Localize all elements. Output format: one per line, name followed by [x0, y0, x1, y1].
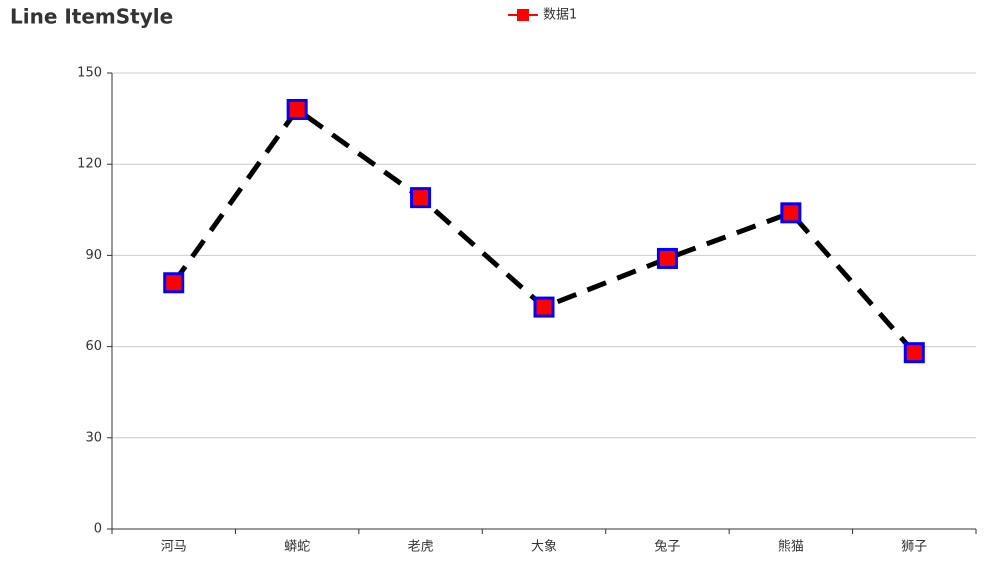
y-tick-label: 30 — [85, 430, 102, 445]
y-tick-label: 150 — [77, 66, 102, 81]
x-tick-label: 兔子 — [654, 540, 680, 555]
y-tick-label: 60 — [85, 339, 102, 354]
y-tick-label: 90 — [85, 248, 102, 263]
legend-icon — [517, 9, 529, 21]
x-tick-label: 熊猫 — [778, 539, 804, 555]
point-marker — [533, 296, 555, 318]
point-marker — [903, 342, 925, 364]
point-marker — [410, 187, 432, 209]
y-tick-label: 120 — [77, 157, 102, 172]
x-tick-label: 大象 — [531, 540, 557, 555]
x-tick-label: 老虎 — [408, 540, 434, 555]
x-tick-label: 蟒蛇 — [284, 540, 310, 555]
y-tick-label: 0 — [94, 522, 102, 537]
x-tick-label: 狮子 — [901, 540, 927, 555]
point-marker — [286, 98, 308, 120]
x-tick-label: 河马 — [161, 540, 187, 555]
chart-title: Line ItemStyle — [10, 5, 173, 29]
point-marker — [780, 202, 802, 224]
point-marker — [656, 247, 678, 269]
point-marker — [163, 272, 185, 294]
legend-label: 数据1 — [543, 8, 577, 23]
